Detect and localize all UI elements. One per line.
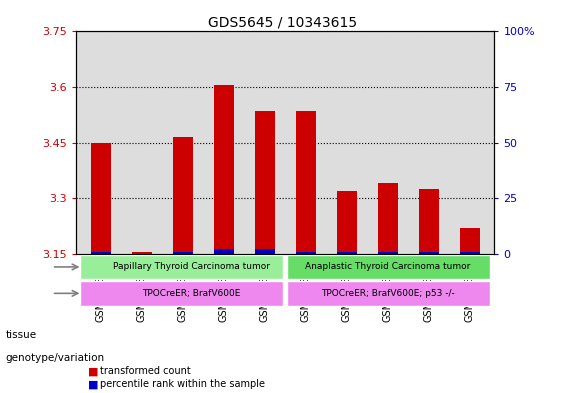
- Bar: [377, 184, 398, 254]
- Text: ■: ■: [88, 366, 98, 376]
- Bar: [255, 249, 275, 254]
- Bar: [255, 111, 275, 254]
- Text: TPOCreER; BrafV600E; p53 -/-: TPOCreER; BrafV600E; p53 -/-: [321, 289, 455, 298]
- Bar: [337, 252, 357, 254]
- Bar: [295, 252, 316, 254]
- Bar: [295, 111, 316, 254]
- Bar: [90, 252, 111, 254]
- Bar: [419, 252, 439, 254]
- FancyBboxPatch shape: [80, 255, 283, 279]
- Text: ■: ■: [88, 379, 98, 389]
- Bar: [172, 252, 193, 254]
- Text: tissue: tissue: [6, 330, 37, 340]
- Text: TPOCreER; BrafV600E: TPOCreER; BrafV600E: [142, 289, 240, 298]
- Bar: [459, 252, 480, 254]
- Bar: [214, 249, 234, 254]
- FancyBboxPatch shape: [288, 255, 490, 279]
- Text: transformed count: transformed count: [100, 366, 191, 376]
- Text: Anaplastic Thyroid Carcinoma tumor: Anaplastic Thyroid Carcinoma tumor: [305, 263, 471, 272]
- Text: GDS5645 / 10343615: GDS5645 / 10343615: [208, 16, 357, 30]
- Text: genotype/variation: genotype/variation: [6, 353, 105, 364]
- Bar: [459, 228, 480, 254]
- Text: Papillary Thyroid Carcinoma tumor: Papillary Thyroid Carcinoma tumor: [112, 263, 270, 272]
- Bar: [419, 189, 439, 254]
- Bar: [132, 252, 152, 254]
- Bar: [214, 85, 234, 254]
- Bar: [90, 143, 111, 254]
- FancyBboxPatch shape: [288, 281, 490, 306]
- FancyBboxPatch shape: [80, 281, 283, 306]
- Bar: [337, 191, 357, 254]
- Text: percentile rank within the sample: percentile rank within the sample: [100, 379, 265, 389]
- Bar: [377, 252, 398, 254]
- Bar: [172, 137, 193, 254]
